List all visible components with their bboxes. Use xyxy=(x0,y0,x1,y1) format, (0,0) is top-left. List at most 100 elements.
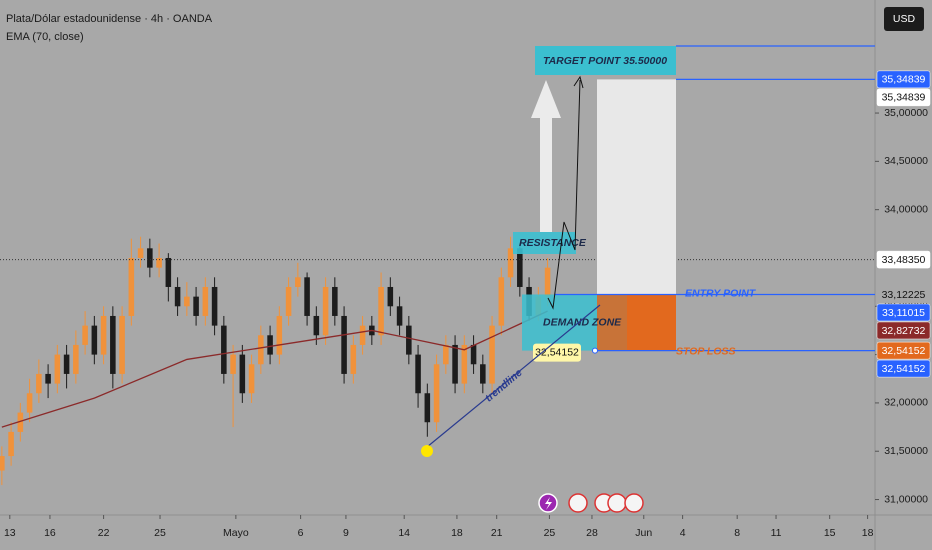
event-icons xyxy=(538,493,644,513)
candle-body xyxy=(8,431,14,457)
candle xyxy=(165,253,172,302)
candle xyxy=(258,325,264,374)
candle xyxy=(202,277,209,326)
candle-body xyxy=(489,325,495,384)
x-tick-label: 6 xyxy=(298,527,304,539)
price-label: 35,34839 xyxy=(882,92,926,104)
candle xyxy=(396,296,403,336)
stop-label: STOP LOSS xyxy=(676,345,736,357)
candle xyxy=(100,306,107,365)
event-icon[interactable] xyxy=(624,493,644,513)
candle-body xyxy=(184,296,190,307)
candle xyxy=(0,446,5,486)
trendline xyxy=(426,304,601,448)
candle-body xyxy=(119,315,125,374)
candle-body xyxy=(0,456,5,471)
candle xyxy=(359,315,366,355)
x-tick-label: 28 xyxy=(586,527,598,539)
x-tick-label: 11 xyxy=(771,527,782,539)
candle xyxy=(415,344,421,408)
candle xyxy=(221,315,227,384)
candle-body xyxy=(350,344,357,374)
candle-body xyxy=(221,325,227,374)
candle-body xyxy=(230,354,236,374)
candle-body xyxy=(396,306,403,326)
candle-body xyxy=(36,373,42,394)
candle-body xyxy=(26,393,33,413)
x-tick-label: Jun xyxy=(635,527,652,539)
candle-body xyxy=(267,335,273,355)
candle-body xyxy=(137,248,144,258)
price-label-box xyxy=(876,341,931,360)
candle xyxy=(230,344,236,428)
candle-body xyxy=(544,267,551,297)
candle xyxy=(82,311,88,355)
candle xyxy=(91,315,98,365)
candle-body xyxy=(276,315,283,355)
x-tick-label: 4 xyxy=(680,527,686,539)
currency-button[interactable] xyxy=(884,7,924,31)
candle xyxy=(267,325,273,365)
price-label: 35,34839 xyxy=(882,74,926,86)
candle xyxy=(470,335,477,374)
y-tick-label: 32,00000 xyxy=(884,397,928,409)
x-tick-label: 22 xyxy=(98,527,110,539)
swing-low-marker xyxy=(421,445,433,457)
candle xyxy=(285,277,292,326)
price-label: 32,82732 xyxy=(882,325,926,337)
candle xyxy=(17,402,24,442)
candle-body xyxy=(443,344,449,365)
candle xyxy=(424,383,431,437)
x-tick-label: 8 xyxy=(734,527,740,539)
y-tick-label: 31,50000 xyxy=(884,445,928,457)
candle xyxy=(119,306,125,384)
candle-body xyxy=(248,364,255,394)
candle xyxy=(239,344,246,403)
candle xyxy=(128,238,135,326)
candle-body xyxy=(332,286,338,316)
candle-body xyxy=(54,354,61,384)
target-zone xyxy=(597,79,676,295)
symbol-title: Plata/Dólar estadounidense · 4h · OANDA xyxy=(6,13,213,25)
price-label-box xyxy=(876,70,931,89)
candle xyxy=(433,354,440,432)
candle-body xyxy=(406,325,412,355)
target-label: TARGET POINT 35.50000 xyxy=(543,55,667,67)
candle-body xyxy=(517,248,523,287)
currency-label[interactable]: USD xyxy=(893,13,916,25)
candle xyxy=(489,315,495,394)
candle xyxy=(147,238,153,278)
candle-body xyxy=(498,277,505,326)
event-icon[interactable] xyxy=(607,493,627,513)
projection-path xyxy=(547,79,581,310)
candle-body xyxy=(91,325,98,355)
candle-body xyxy=(63,354,70,374)
candle-body xyxy=(156,257,162,268)
y-tick-label: 31,00000 xyxy=(884,493,928,505)
x-tick-label: 18 xyxy=(862,527,874,539)
candle xyxy=(73,330,79,384)
candle xyxy=(387,277,394,316)
demand-overlap xyxy=(597,294,627,351)
candle xyxy=(156,243,162,278)
candle-body xyxy=(507,248,514,278)
resistance-label: RESISTANCE xyxy=(519,237,587,249)
ema-line xyxy=(1,310,548,428)
y-tick-label: 35,00000 xyxy=(884,107,928,119)
candle xyxy=(45,364,51,399)
x-tick-label: 25 xyxy=(154,527,166,539)
candle-body xyxy=(433,364,440,423)
candle-body xyxy=(110,315,116,374)
demand-zone xyxy=(522,294,597,351)
candle-body xyxy=(285,286,292,316)
target-box xyxy=(535,46,676,75)
y-tick-label: 34,00000 xyxy=(884,203,928,215)
event-icon[interactable] xyxy=(568,493,588,513)
candle-body xyxy=(73,344,79,374)
candle xyxy=(452,335,458,394)
candle-body xyxy=(424,393,431,423)
candle-body xyxy=(322,286,329,336)
y-tick-label: 34,50000 xyxy=(884,155,928,167)
candle-body xyxy=(304,277,310,316)
